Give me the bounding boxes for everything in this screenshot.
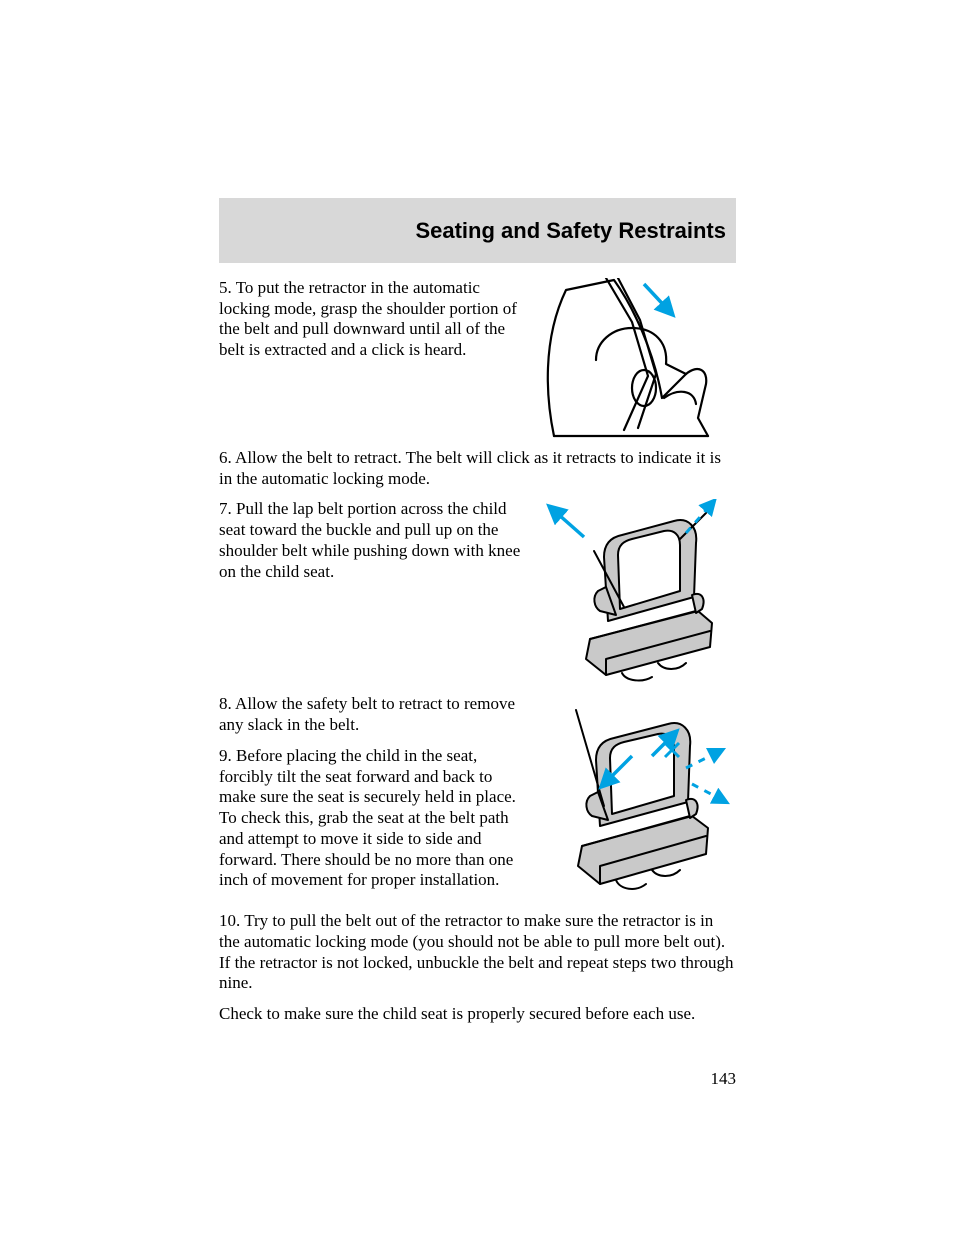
step-5-text: 5. To put the retractor in the automatic…: [219, 278, 522, 361]
step-8-text: 8. Allow the safety belt to retract to r…: [219, 694, 522, 735]
col-text-5: 5. To put the retractor in the automatic…: [219, 278, 522, 371]
document-page: Seating and Safety Restraints 5. To put …: [0, 0, 954, 1235]
section-title: Seating and Safety Restraints: [415, 218, 726, 244]
arrow-up-right-dashed-icon: [686, 501, 714, 533]
figure-1-container: [536, 278, 736, 438]
arrow-up-left-icon: [550, 507, 584, 537]
section-header-bar: Seating and Safety Restraints: [219, 198, 736, 263]
figure-3-container: [536, 694, 736, 894]
row-step-8-9: 8. Allow the safety belt to retract to r…: [219, 694, 736, 901]
check-text: Check to make sure the child seat is pro…: [219, 1004, 736, 1025]
arrow-down-icon: [644, 284, 672, 314]
figure-3-illustration: [536, 694, 736, 894]
step-9-text: 9. Before placing the child in the seat,…: [219, 746, 522, 891]
step-7-text: 7. Pull the lap belt portion across the …: [219, 499, 522, 582]
page-number: 143: [711, 1069, 737, 1089]
step-10-text: 10. Try to pull the belt out of the retr…: [219, 911, 736, 994]
arrow-right-up-dashed-icon: [686, 750, 722, 768]
row-step-7: 7. Pull the lap belt portion across the …: [219, 499, 736, 684]
col-text-8-9: 8. Allow the safety belt to retract to r…: [219, 694, 522, 901]
row-step-5: 5. To put the retractor in the automatic…: [219, 278, 736, 438]
figure-2-container: [536, 499, 736, 684]
col-text-7: 7. Pull the lap belt portion across the …: [219, 499, 522, 592]
figure-2-illustration: [536, 499, 736, 684]
step-6-text: 6. Allow the belt to retract. The belt w…: [219, 448, 736, 489]
arrow-right-down-dashed-icon: [692, 784, 726, 802]
page-content: 5. To put the retractor in the automatic…: [219, 278, 736, 1035]
figure-1-illustration: [536, 278, 736, 438]
